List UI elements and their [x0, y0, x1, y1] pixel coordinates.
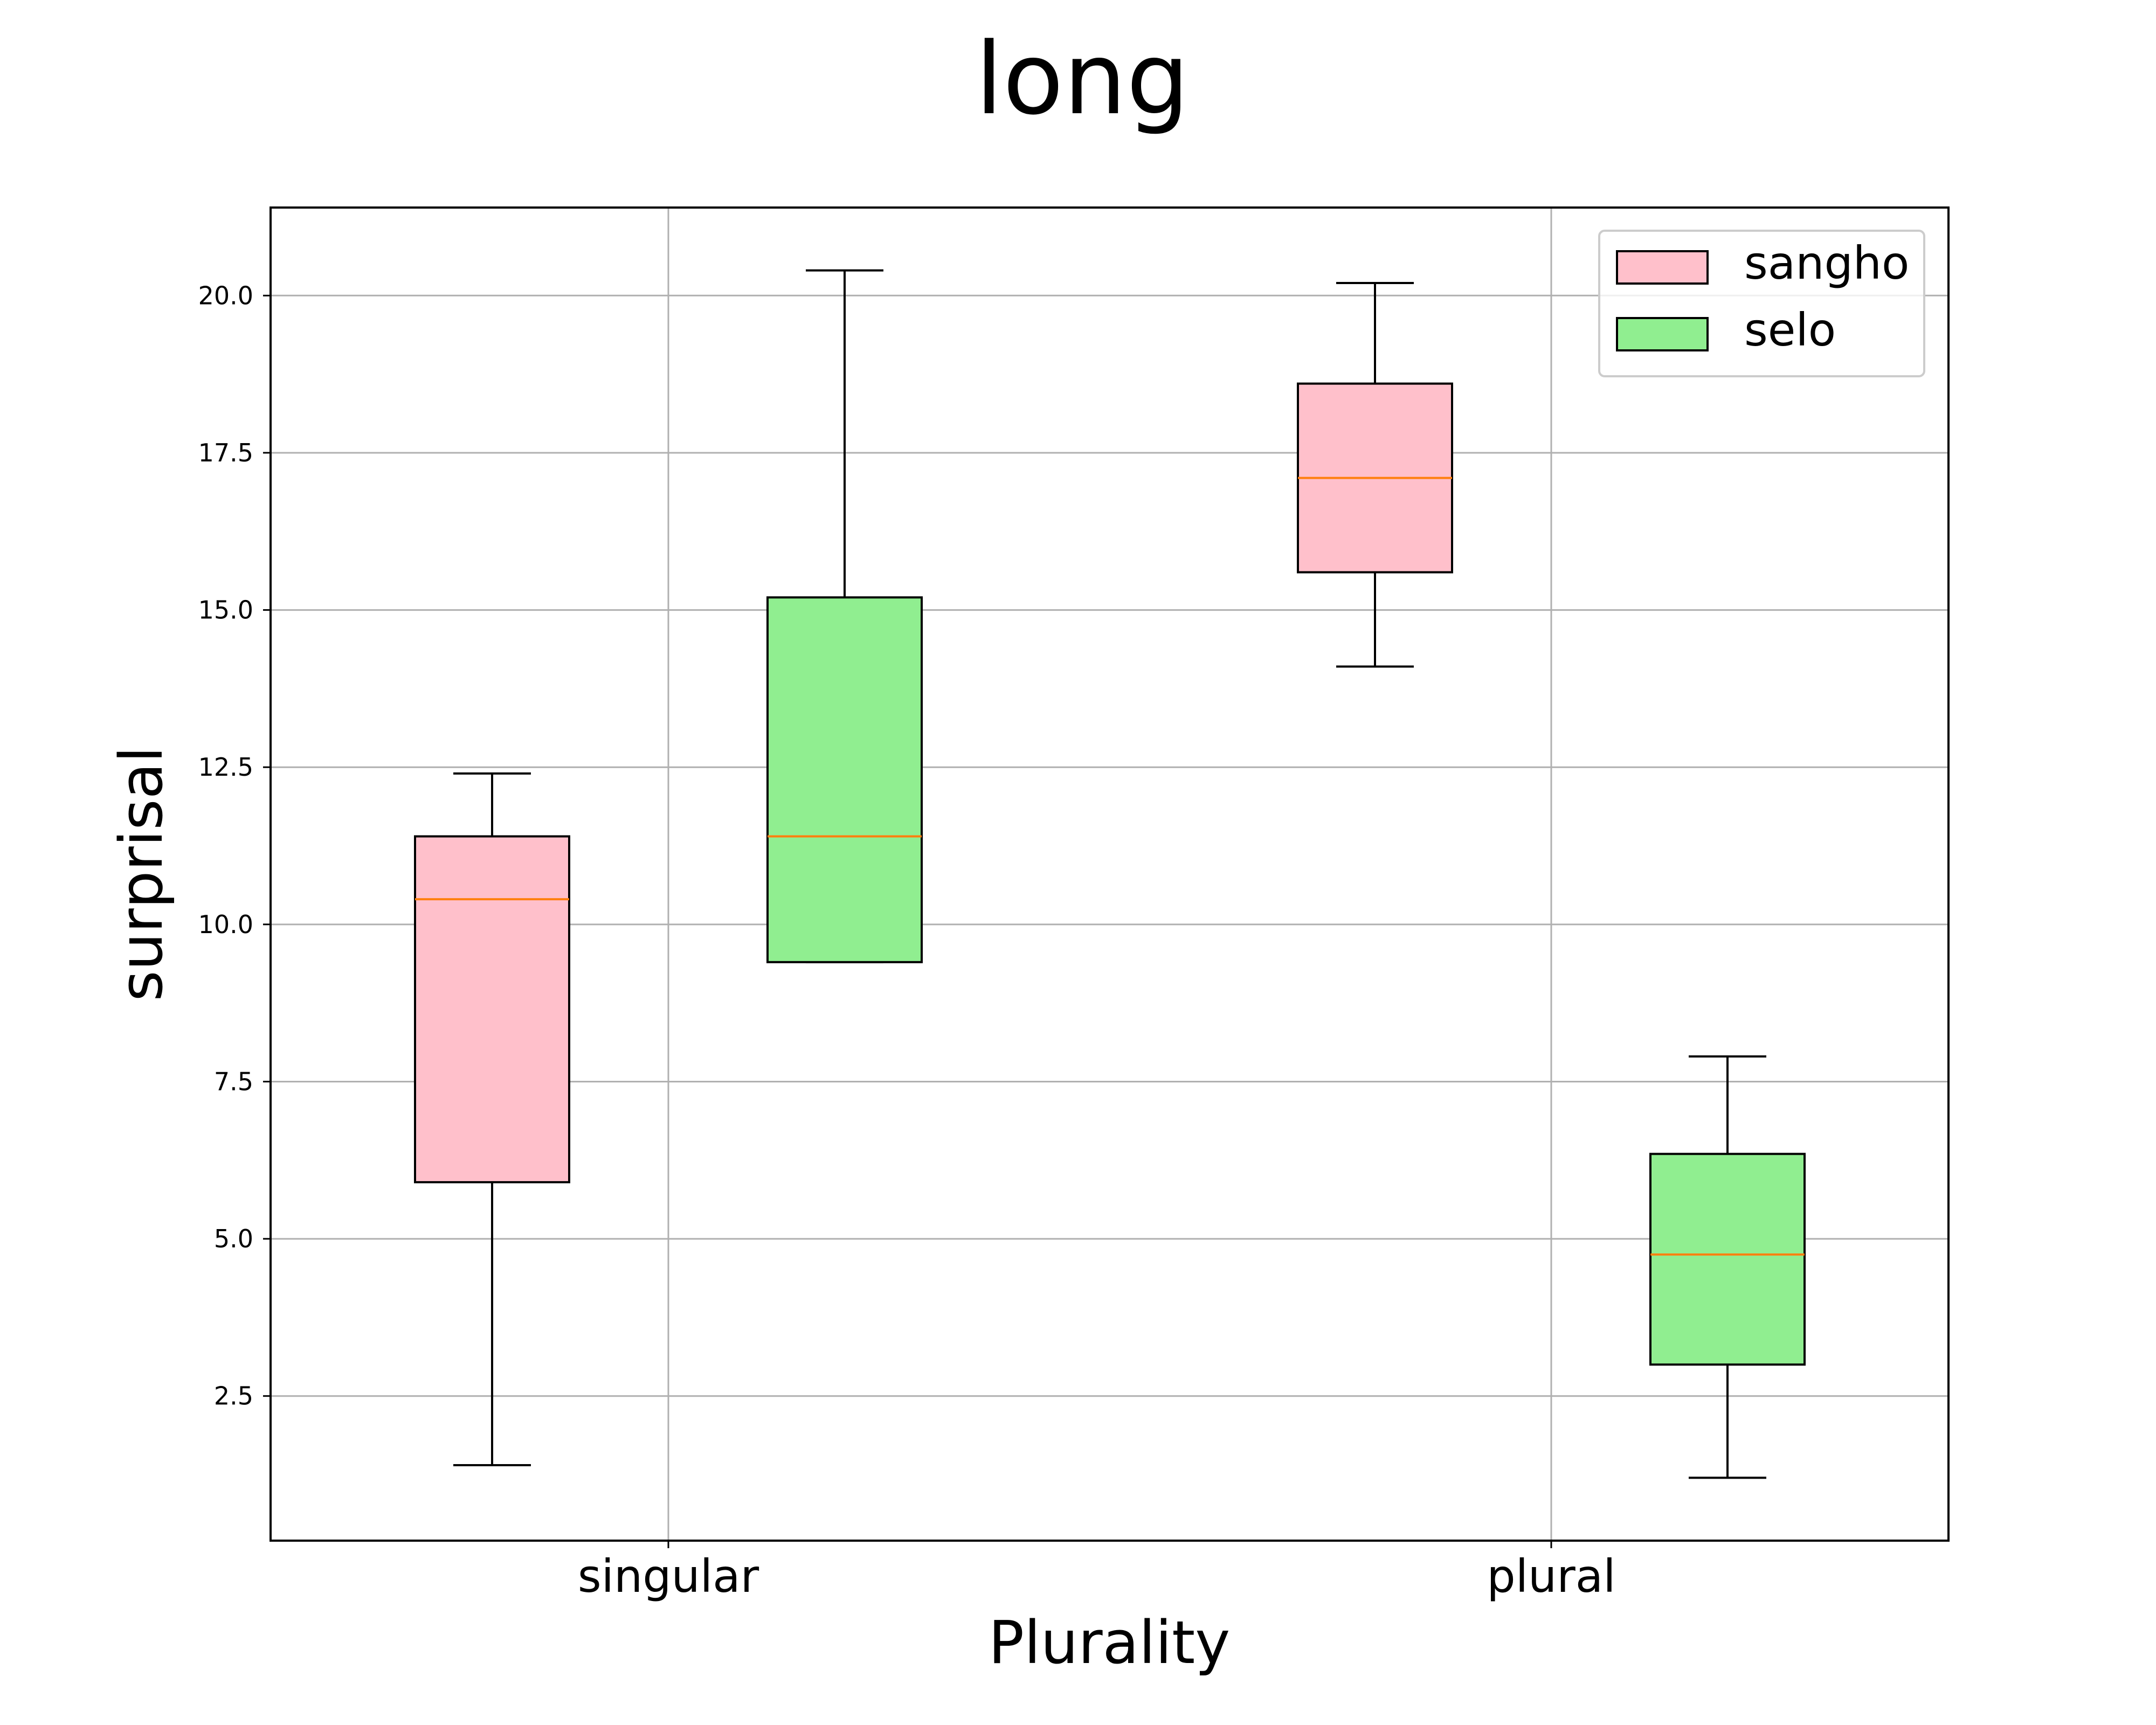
x-axis-label: Plurality: [989, 1608, 1231, 1677]
y-tick-label: 2.5: [214, 1382, 253, 1411]
y-axis-ticks: 2.5 5.0 7.5 10.0 12.5 15.0 17.5 20.0: [198, 281, 271, 1411]
y-tick-label: 5.0: [214, 1224, 253, 1253]
y-tick-label: 12.5: [198, 753, 253, 782]
legend-label-selo: selo: [1744, 303, 1836, 356]
box-plots: [414, 269, 1806, 1479]
x-tick-label: singular: [578, 1550, 759, 1603]
legend-swatch-selo: [1616, 317, 1709, 351]
y-axis-label: surprisal: [107, 746, 176, 1001]
plot-frame: [270, 206, 1950, 1542]
y-tick-label: 7.5: [214, 1067, 253, 1096]
box-selo-plural: [1649, 1055, 1806, 1479]
y-tick-label: 10.0: [198, 910, 253, 939]
legend-label-sangho: sangho: [1744, 237, 1909, 289]
x-axis-ticks: singular plural: [578, 1541, 1616, 1603]
box-sangho-singular: [414, 772, 570, 1467]
y-tick-label: 17.5: [198, 438, 253, 467]
chart-title: long: [975, 22, 1189, 137]
legend-swatch-sangho: [1616, 250, 1709, 285]
box-iqr: [1649, 1153, 1806, 1366]
box-iqr: [414, 835, 570, 1184]
box-sangho-plural: [1297, 281, 1453, 668]
legend: sangho selo: [1598, 230, 1925, 377]
box-selo-singular: [766, 269, 923, 963]
box-iqr: [766, 596, 923, 963]
y-tick-label: 15.0: [198, 596, 253, 625]
x-tick-label: plural: [1487, 1550, 1615, 1603]
y-tick-label: 20.0: [198, 281, 253, 310]
